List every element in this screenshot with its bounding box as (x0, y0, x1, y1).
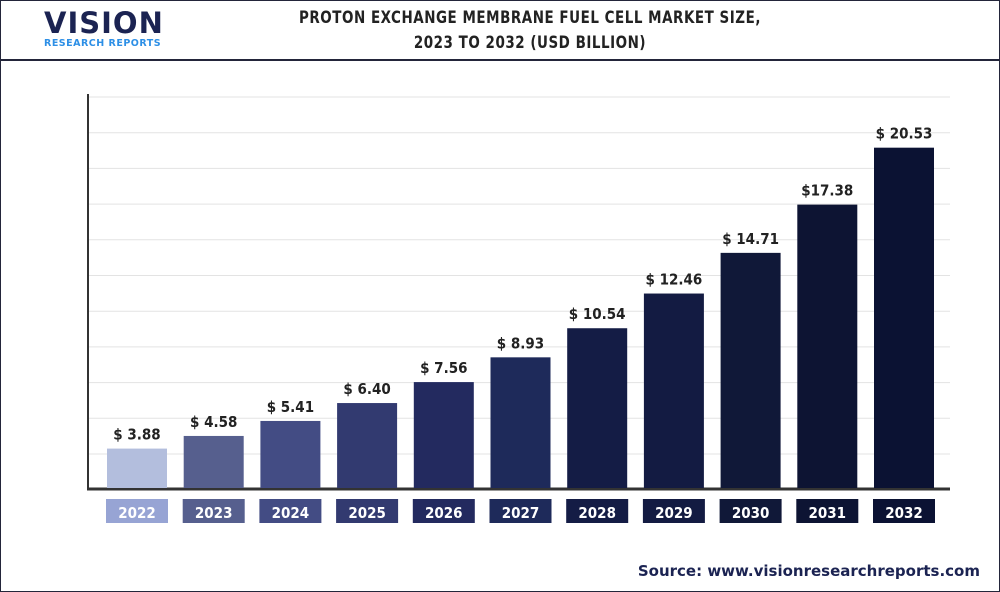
bar-2032 (874, 147, 934, 488)
data-label: $ 12.46 (646, 271, 703, 289)
bar-2031 (797, 204, 858, 488)
logo-sub-text: RESEARCH REPORTS (44, 38, 162, 49)
title-line-1: PROTON EXCHANGE MEMBRANE FUEL CELL MARKE… (299, 8, 761, 28)
data-label: $ 20.53 (876, 125, 933, 143)
data-label: $ 8.93 (497, 334, 544, 352)
logo: VISION RESEARCH REPORTS (44, 6, 164, 49)
data-label: $17.38 (801, 182, 853, 200)
x-tick-label: 2025 (348, 504, 386, 522)
category-label-bg (566, 499, 629, 523)
category-label-bg (489, 499, 552, 523)
x-tick-label: 2027 (502, 504, 540, 522)
category-label-bg (182, 499, 245, 523)
category-label-bg (642, 499, 705, 523)
x-tick-label: 2028 (578, 504, 616, 522)
x-tick-label: 2022 (118, 504, 156, 522)
bar-2024 (260, 420, 321, 488)
bar-2027 (490, 357, 551, 488)
x-tick-label: 2030 (732, 504, 770, 522)
bar-2022 (107, 448, 167, 488)
category-label-bg (719, 499, 782, 523)
data-label: $ 3.88 (113, 426, 160, 444)
data-label: $ 6.40 (343, 380, 390, 398)
title-line-2: 2023 TO 2032 (USD BILLION) (413, 33, 647, 53)
bar-2026 (413, 382, 474, 488)
data-label: $ 10.54 (569, 305, 626, 323)
x-tick-label: 2031 (809, 504, 847, 522)
x-tick-label: 2026 (425, 504, 463, 522)
data-label: $ 5.41 (267, 398, 314, 416)
data-label: $ 7.56 (420, 359, 467, 377)
category-label-bg (106, 499, 168, 523)
header-divider (0, 59, 1000, 61)
bar-2025 (337, 403, 398, 488)
data-label: $ 4.58 (190, 413, 237, 431)
category-label-bg (259, 499, 322, 523)
x-tick-label: 2029 (655, 504, 693, 522)
logo-main-text: VISION (44, 6, 164, 40)
source-text: Source: www.visionresearchreports.com (637, 562, 980, 580)
bar-2030 (720, 252, 781, 488)
bar-2029 (643, 293, 704, 488)
category-label-bg (412, 499, 475, 523)
x-tick-label: 2023 (195, 504, 233, 522)
category-label-bg (336, 499, 399, 523)
chart-title: PROTON EXCHANGE MEMBRANE FUEL CELL MARKE… (266, 6, 794, 56)
bar-2028 (567, 328, 628, 488)
category-label-bg (796, 499, 859, 523)
category-label-bg (873, 499, 935, 523)
x-tick-label: 2024 (272, 504, 310, 522)
data-label: $ 14.71 (722, 230, 779, 248)
bar-2023 (183, 435, 244, 488)
x-tick-label: 2032 (885, 504, 923, 522)
